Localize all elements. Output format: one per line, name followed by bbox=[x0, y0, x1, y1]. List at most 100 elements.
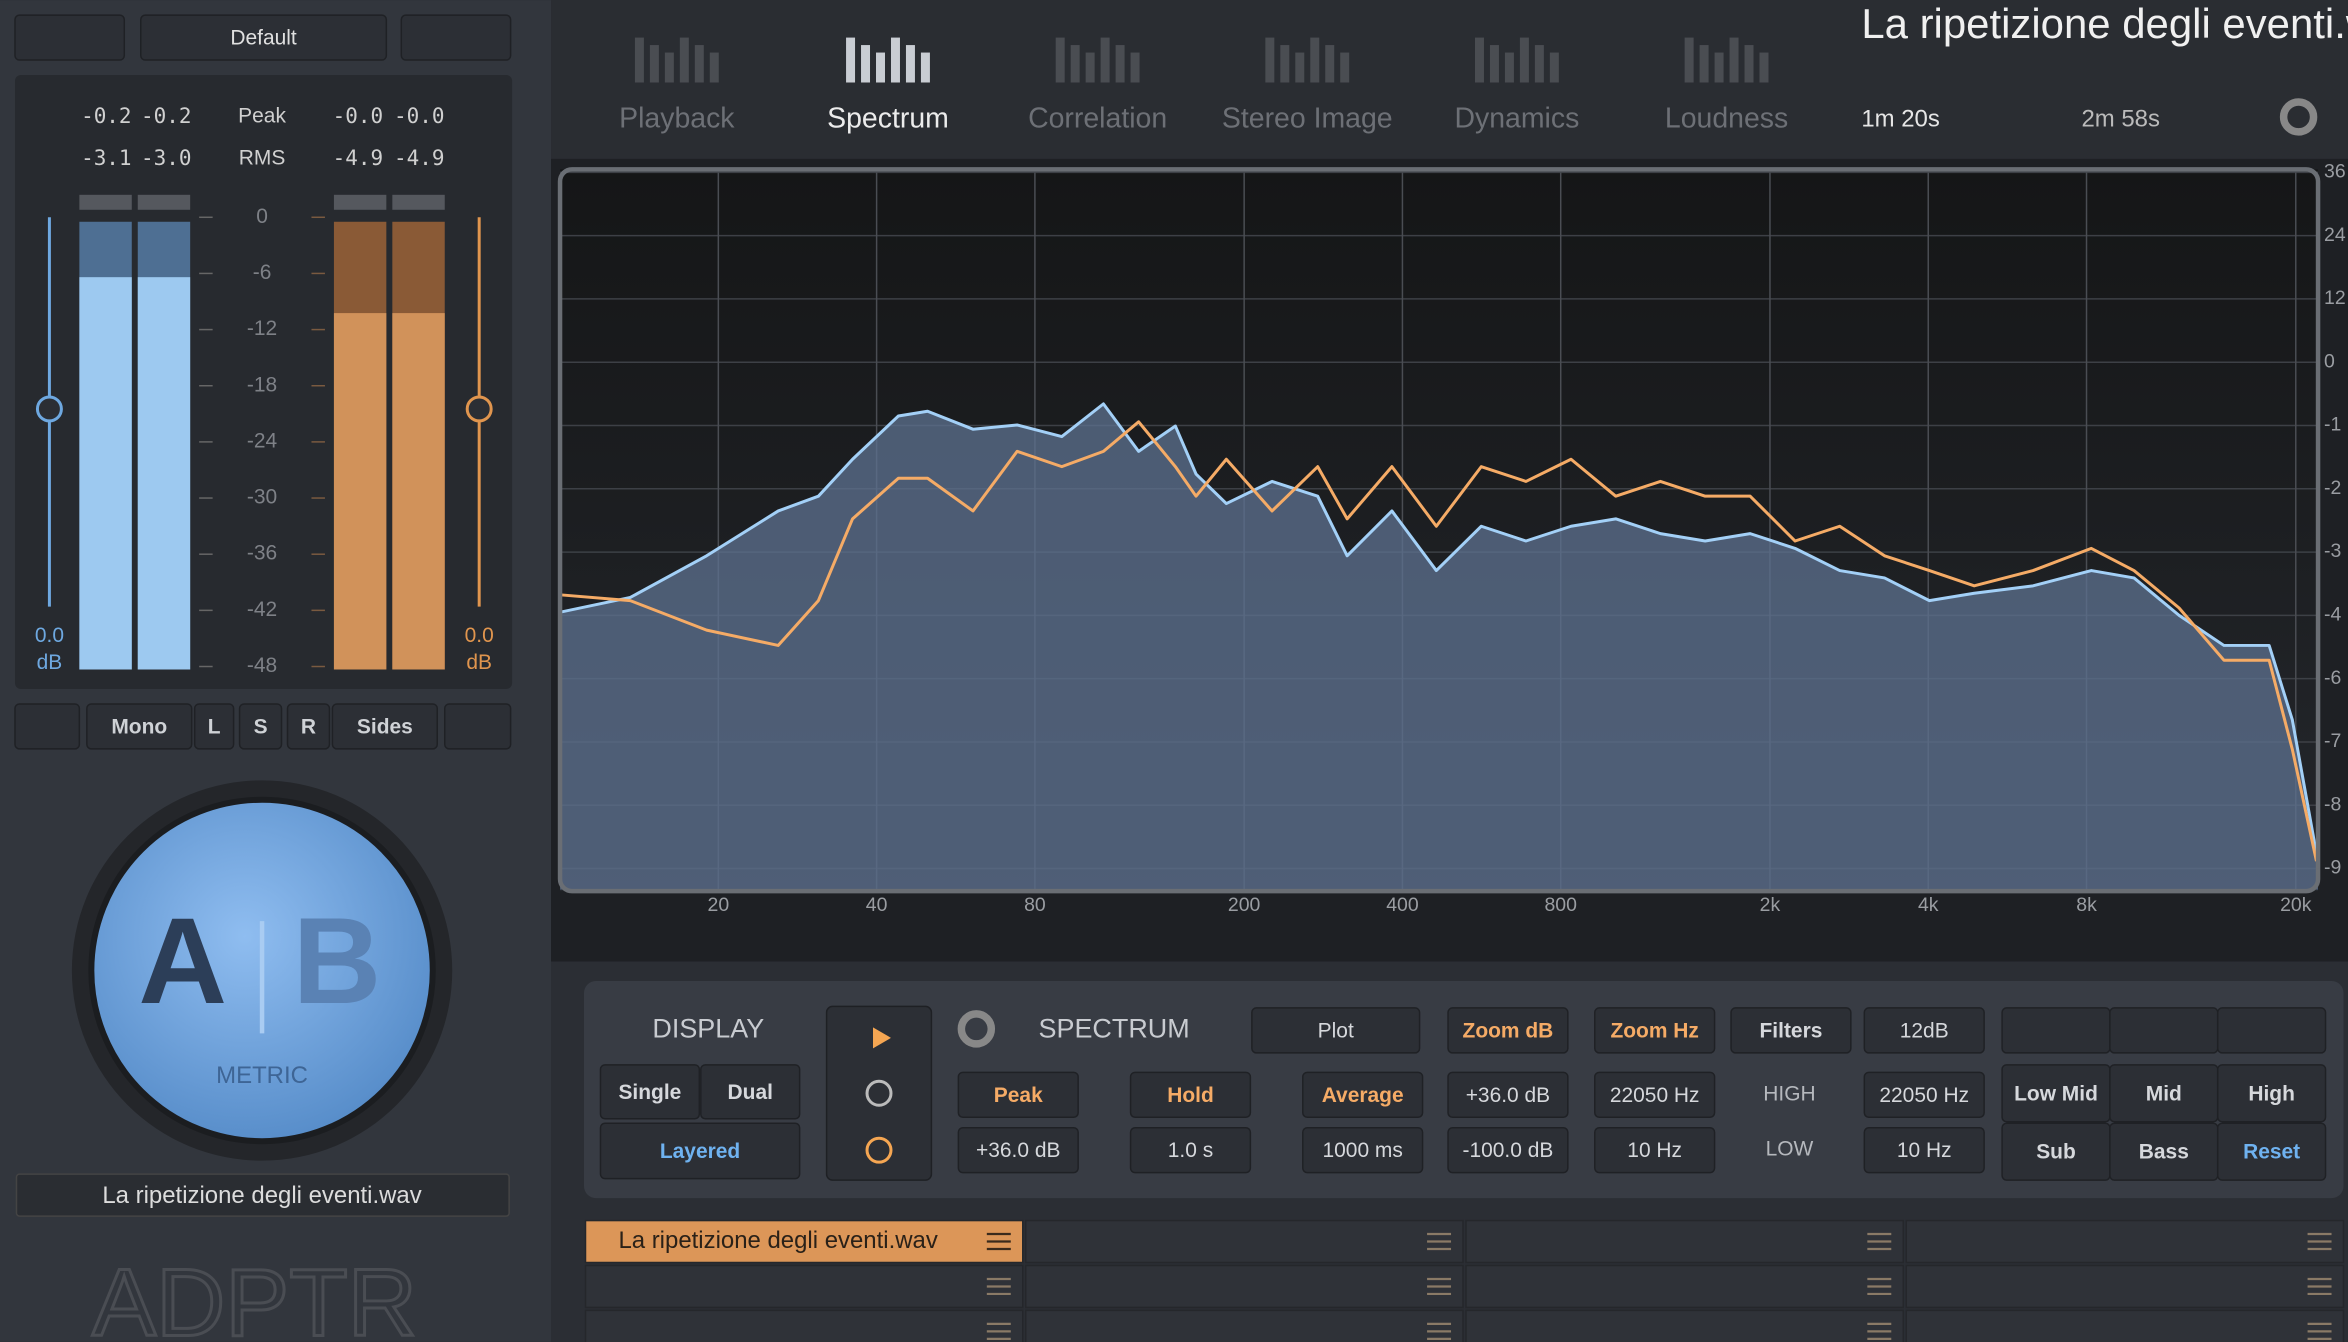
meter-scale-label: -30 bbox=[247, 486, 277, 509]
tab[interactable]: Playback bbox=[619, 102, 735, 134]
track-slot[interactable] bbox=[1905, 1219, 2345, 1264]
transport-buttons[interactable] bbox=[825, 1005, 933, 1181]
tab-icon[interactable] bbox=[1474, 37, 1484, 83]
filters-button[interactable] bbox=[1730, 1007, 1852, 1054]
track-slot[interactable] bbox=[1905, 1309, 2345, 1342]
loop-icon[interactable] bbox=[865, 1136, 893, 1164]
display-mode-button[interactable] bbox=[599, 1064, 701, 1120]
zoom-db-button[interactable] bbox=[1447, 1007, 1569, 1054]
tab-icon[interactable] bbox=[1055, 37, 1065, 83]
filter-shape-button[interactable] bbox=[2216, 1007, 2327, 1054]
tab-icon[interactable] bbox=[1085, 52, 1095, 83]
meter-scale-label: 0 bbox=[256, 205, 268, 228]
filter-shape-button[interactable] bbox=[2001, 1007, 2111, 1054]
track-slot[interactable] bbox=[1025, 1219, 1464, 1264]
tab-icon[interactable] bbox=[1295, 52, 1305, 83]
tab-icon[interactable] bbox=[1115, 45, 1125, 83]
db-high-button[interactable] bbox=[1447, 1071, 1569, 1118]
tab-icon[interactable] bbox=[920, 52, 930, 83]
tab-icon[interactable] bbox=[694, 45, 704, 83]
track-slot[interactable] bbox=[584, 1309, 1024, 1342]
solo-right-button[interactable] bbox=[443, 703, 512, 750]
band-button[interactable] bbox=[2216, 1122, 2327, 1181]
hold-value-button[interactable] bbox=[1129, 1126, 1252, 1174]
tab-icon[interactable] bbox=[1684, 37, 1694, 83]
tab-icon[interactable] bbox=[1265, 37, 1275, 83]
tab-icon[interactable] bbox=[1549, 52, 1559, 83]
filter-high-button[interactable] bbox=[1863, 1071, 1985, 1118]
layout-button[interactable] bbox=[400, 14, 512, 61]
tab-icon[interactable] bbox=[649, 45, 659, 83]
tab-icon[interactable] bbox=[1340, 52, 1350, 83]
tab-icon[interactable] bbox=[1489, 45, 1499, 83]
monitor-button[interactable] bbox=[193, 703, 235, 750]
tab-icon[interactable] bbox=[1325, 45, 1335, 83]
tab[interactable]: Loudness bbox=[1665, 102, 1788, 134]
tab-icon[interactable] bbox=[679, 37, 689, 83]
fader-knob[interactable] bbox=[35, 395, 63, 423]
track-slot[interactable] bbox=[584, 1264, 1024, 1309]
fader-knob[interactable] bbox=[465, 395, 493, 423]
tab-icon[interactable] bbox=[1504, 52, 1514, 83]
slope-select-button[interactable] bbox=[1863, 1007, 1985, 1054]
tab-icon[interactable] bbox=[1714, 52, 1724, 83]
solo-left-button[interactable] bbox=[14, 703, 81, 750]
tab-icon[interactable] bbox=[1310, 37, 1320, 83]
band-button[interactable] bbox=[2216, 1064, 2327, 1123]
preset-button[interactable] bbox=[140, 14, 388, 61]
hold-toggle-button[interactable] bbox=[1129, 1071, 1252, 1118]
zoom-hz-button[interactable] bbox=[1594, 1007, 1716, 1054]
track-slot[interactable] bbox=[1025, 1264, 1464, 1309]
track-slot[interactable] bbox=[1465, 1219, 1905, 1264]
rewind-icon[interactable] bbox=[865, 1079, 893, 1107]
average-value-button[interactable] bbox=[1302, 1126, 1424, 1174]
tab[interactable]: Spectrum bbox=[827, 102, 949, 134]
tab-icon[interactable] bbox=[905, 45, 915, 83]
display-mode-button[interactable] bbox=[700, 1064, 801, 1120]
tab-icon[interactable] bbox=[1280, 45, 1290, 83]
tab-icon[interactable] bbox=[1070, 45, 1080, 83]
peak-toggle-button[interactable] bbox=[957, 1071, 1079, 1118]
display-mode-button[interactable] bbox=[599, 1122, 801, 1180]
monitor-button[interactable] bbox=[331, 703, 439, 750]
track-slot[interactable] bbox=[1465, 1309, 1905, 1342]
tab-icon[interactable] bbox=[664, 52, 674, 83]
track-slot[interactable] bbox=[1025, 1309, 1464, 1342]
tab-icon[interactable] bbox=[1759, 52, 1769, 83]
monitor-button[interactable] bbox=[286, 703, 331, 750]
tab-icon[interactable] bbox=[709, 52, 719, 83]
track-slot[interactable] bbox=[584, 1219, 1024, 1264]
tab[interactable]: Correlation bbox=[1028, 102, 1167, 134]
tab-icon[interactable] bbox=[1699, 45, 1709, 83]
tab-icon[interactable] bbox=[1100, 37, 1110, 83]
plot-select-button[interactable] bbox=[1251, 1007, 1421, 1054]
tab-icon[interactable] bbox=[634, 37, 644, 83]
db-low-button[interactable] bbox=[1447, 1126, 1569, 1174]
tab-icon[interactable] bbox=[890, 37, 900, 83]
track-slot[interactable] bbox=[1465, 1264, 1905, 1309]
hz-low-button[interactable] bbox=[1594, 1126, 1716, 1174]
monitor-button[interactable] bbox=[86, 703, 193, 750]
tab-icon[interactable] bbox=[1744, 45, 1754, 83]
settings-icon[interactable] bbox=[2279, 98, 2318, 136]
peak-value-button[interactable] bbox=[957, 1126, 1079, 1174]
monitor: Mono bbox=[111, 715, 167, 738]
hz-high-button[interactable] bbox=[1594, 1071, 1716, 1118]
tab[interactable]: Stereo Image bbox=[1222, 102, 1393, 134]
tab-icon[interactable] bbox=[1729, 37, 1739, 83]
average-toggle-button[interactable] bbox=[1302, 1071, 1424, 1118]
tab-icon[interactable] bbox=[1130, 52, 1140, 83]
tab-icon[interactable] bbox=[846, 37, 856, 83]
tab-icon[interactable] bbox=[1519, 37, 1529, 83]
tab[interactable]: Dynamics bbox=[1454, 102, 1579, 134]
filter-low-button[interactable] bbox=[1863, 1126, 1985, 1174]
tab-icon[interactable] bbox=[861, 45, 871, 83]
filter-shape-button[interactable] bbox=[2109, 1007, 2219, 1054]
settings-icon[interactable] bbox=[957, 1010, 996, 1048]
collapse-button[interactable] bbox=[14, 14, 126, 61]
track-slot[interactable] bbox=[1905, 1264, 2345, 1309]
monitor-button[interactable] bbox=[238, 703, 283, 750]
tab-icon[interactable] bbox=[1534, 45, 1544, 83]
tab-icon[interactable] bbox=[876, 52, 885, 83]
play-icon[interactable] bbox=[873, 1027, 891, 1049]
